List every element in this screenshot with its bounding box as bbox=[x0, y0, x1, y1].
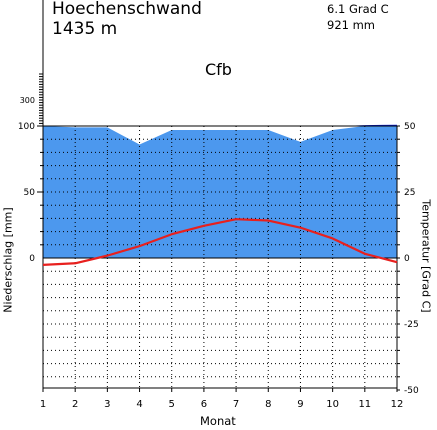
x-tick-label: 3 bbox=[104, 399, 110, 410]
climate-classification: Cfb bbox=[205, 60, 232, 79]
x-tick-label: 7 bbox=[233, 399, 239, 410]
chart-axes bbox=[37, 0, 400, 392]
mean-temperature: 6.1 Grad C bbox=[327, 2, 389, 16]
x-tick-label: 8 bbox=[265, 399, 271, 410]
right-axis-label: Temperatur [Grad C] bbox=[419, 199, 433, 313]
left-tick-label: 0 bbox=[29, 254, 35, 264]
right-tick-label: 25 bbox=[404, 188, 415, 198]
x-tick-label: 1 bbox=[40, 399, 46, 410]
x-tick-label: 12 bbox=[391, 399, 404, 410]
left-tick-label: 100 bbox=[18, 122, 35, 132]
left-tick-label: 300 bbox=[20, 96, 35, 105]
left-axis-label: Niederschlag [mm] bbox=[1, 207, 15, 313]
right-tick-label: -50 bbox=[404, 386, 419, 396]
x-axis-label: Monat bbox=[200, 414, 236, 428]
temperature-line bbox=[42, 218, 398, 266]
right-tick-label: 50 bbox=[404, 122, 416, 132]
x-tick-label: 6 bbox=[201, 399, 207, 410]
annual-precipitation: 921 mm bbox=[327, 18, 376, 32]
x-tick-label: 10 bbox=[326, 399, 339, 410]
x-tick-label: 9 bbox=[297, 399, 303, 410]
x-tick-label: 2 bbox=[72, 399, 78, 410]
station-elevation: 1435 m bbox=[52, 19, 118, 39]
x-tick-label: 4 bbox=[136, 399, 142, 410]
right-tick-label: 0 bbox=[404, 254, 410, 264]
chart-fills bbox=[43, 124, 397, 258]
x-tick-label: 11 bbox=[358, 399, 371, 410]
chart-grid bbox=[42, 126, 397, 388]
right-tick-label: -25 bbox=[404, 320, 419, 330]
station-name: Hoechenschwand bbox=[52, 0, 202, 19]
x-tick-label: 5 bbox=[169, 399, 175, 410]
left-tick-label: 50 bbox=[24, 188, 36, 198]
chart-lines bbox=[42, 218, 398, 266]
